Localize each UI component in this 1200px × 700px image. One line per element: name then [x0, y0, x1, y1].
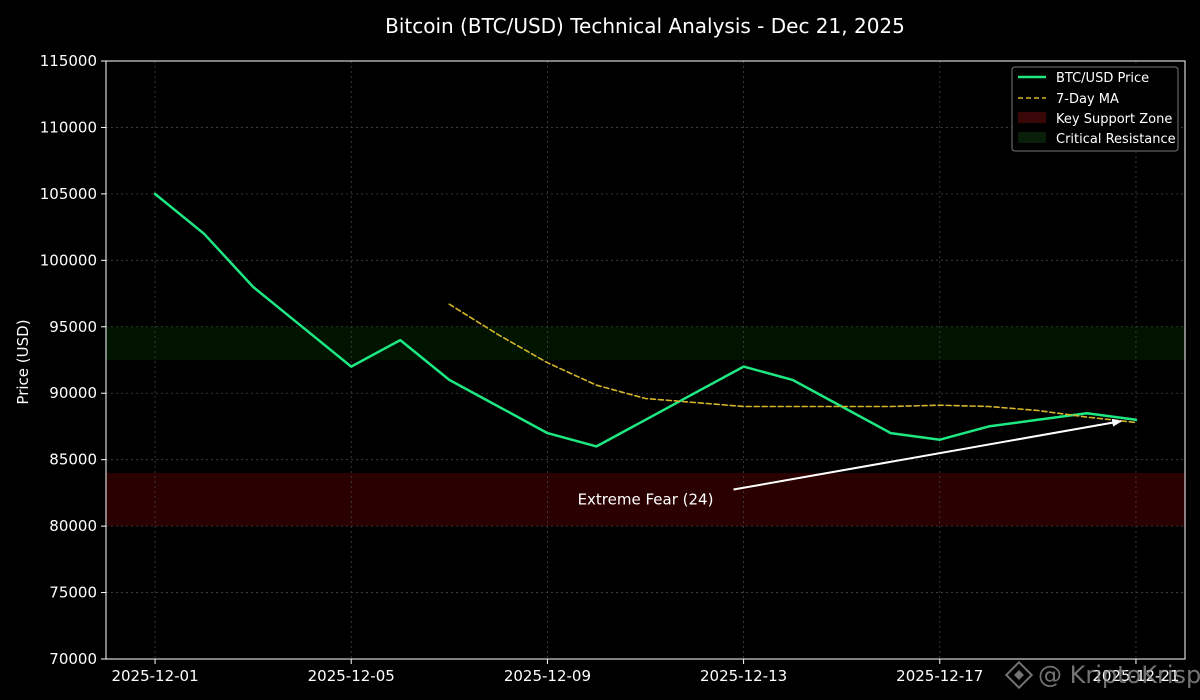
x-tick-label-4: 2025-12-17 [896, 667, 983, 685]
annotation-label: Extreme Fear (24) [578, 491, 714, 509]
y-tick-label-3: 85000 [49, 451, 97, 469]
legend-label-support: Key Support Zone [1056, 112, 1172, 127]
x-tick-label-1: 2025-12-05 [308, 667, 395, 685]
legend-label-price: BTC/USD Price [1056, 71, 1149, 86]
chart-title: Bitcoin (BTC/USD) Technical Analysis - D… [385, 14, 905, 38]
y-tick-label-0: 70000 [49, 650, 97, 668]
x-tick-label-3: 2025-12-13 [700, 667, 787, 685]
binance-logo-icon [1004, 660, 1034, 690]
annotation-layer: Extreme Fear (24) [578, 418, 1123, 509]
y-tick-label-4: 90000 [49, 384, 97, 402]
bands-layer [106, 326, 1185, 527]
y-tick-label-5: 95000 [49, 318, 97, 336]
price-line [153, 192, 1138, 448]
y-tick-label-8: 110000 [40, 118, 97, 136]
annotation-arrow [733, 418, 1123, 491]
series-layer [153, 192, 1138, 448]
legend-label-resistance: Critical Resistance [1056, 132, 1176, 147]
y-tick-label-9: 115000 [40, 52, 97, 70]
y-axis-label: Price (USD) [14, 319, 32, 404]
y-tick-label-6: 100000 [40, 251, 97, 269]
legend-label-ma: 7-Day MA [1056, 92, 1119, 107]
y-tick-label-7: 105000 [40, 185, 97, 203]
watermark-text: @ KriptoKrisp [1038, 661, 1200, 689]
legend: BTC/USD Price 7-Day MA Key Support Zone … [1011, 66, 1179, 152]
plot-frame [105, 60, 1186, 660]
y-tick-label-2: 80000 [49, 517, 97, 535]
resistance-zone-band [106, 326, 1185, 360]
legend-box [1011, 66, 1179, 152]
y-axis-ticks: 70000 75000 80000 85000 90000 95000 100000 1050… [40, 52, 106, 668]
x-tick-label-5: 2025-12-21 [1092, 667, 1179, 685]
x-tick-label-0: 2025-12-01 [111, 667, 198, 685]
x-tick-label-2: 2025-12-09 [504, 667, 591, 685]
support-zone-band [106, 472, 1185, 527]
x-axis-ticks: 2025-12-01 2025-12-05 2025-12-09 2025-12-13… [111, 659, 1180, 685]
moving-average-line [448, 303, 1137, 424]
legend-swatch-resistance [1018, 132, 1046, 143]
y-tick-label-1: 75000 [49, 584, 97, 602]
legend-swatch-support [1018, 112, 1046, 123]
watermark: @ KriptoKrisp [1004, 660, 1200, 690]
